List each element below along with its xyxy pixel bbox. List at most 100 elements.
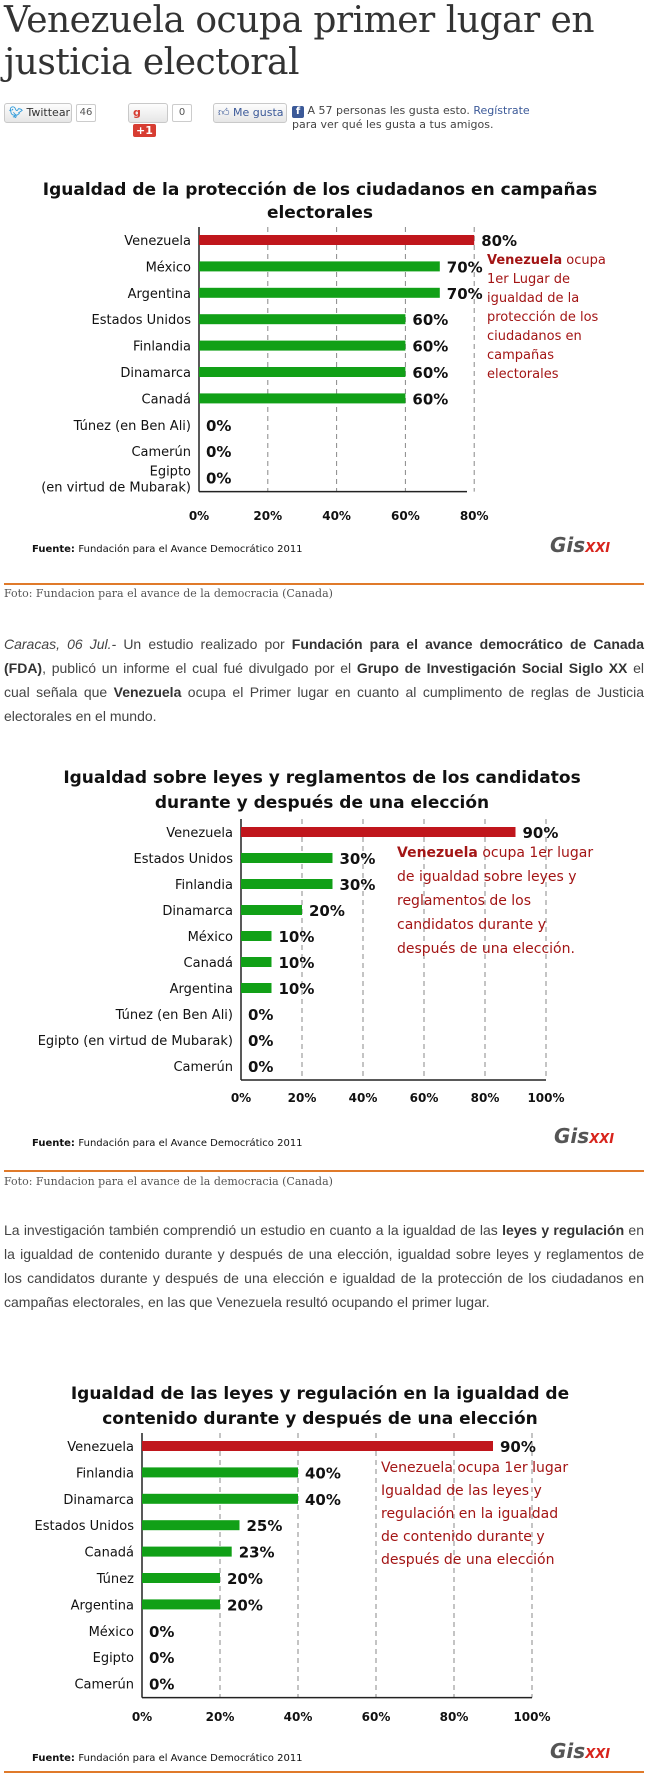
fb-register-link[interactable]: Regístrate <box>473 104 530 117</box>
bar <box>199 261 440 272</box>
bar <box>241 957 272 967</box>
bold-span: Grupo de Investigación Social Siglo XX <box>356 660 628 676</box>
value-label: 90% <box>500 1438 536 1456</box>
annotation-rest: ocupa 1er lugar <box>478 845 593 861</box>
x-tick-label: 0% <box>132 1710 152 1724</box>
bar <box>199 340 406 351</box>
category-label: Argentina <box>71 1598 134 1613</box>
source-label: Fuente: <box>32 1138 78 1149</box>
x-tick-label: 60% <box>391 509 420 523</box>
chart-3: Igualdad de las leyes y regulación en la… <box>0 1370 654 1768</box>
bar <box>241 931 272 941</box>
annotation-rest: ocupa <box>562 253 606 268</box>
source-label: Fuente: <box>32 1753 78 1764</box>
value-label: 30% <box>340 876 376 894</box>
annotation-text: campañas <box>487 348 554 363</box>
tweet-button-label: Twittear <box>26 106 71 119</box>
photo-caption: Foto: Fundacion para el avance de la dem… <box>4 1175 333 1188</box>
value-label: 0% <box>206 470 231 488</box>
category-label: Túnez <box>96 1572 134 1587</box>
source-text: Fundación para el Avance Democrático 201… <box>78 1752 302 1764</box>
category-label: Túnez (en Ben Ali) <box>73 419 191 434</box>
category-label: México <box>89 1625 134 1640</box>
logo-gis: Gis <box>550 533 585 557</box>
category-label: Finlandia <box>133 340 191 355</box>
x-tick-label: 100% <box>527 1091 564 1105</box>
value-label: 20% <box>309 902 345 920</box>
text-span: en la igualdad de contenido durante y de… <box>4 1222 644 1310</box>
bar <box>142 1520 240 1531</box>
chart-title: contenido durante y después de una elecc… <box>102 1409 538 1429</box>
category-label: Estados Unidos <box>91 313 191 328</box>
category-label: Venezuela <box>166 826 233 841</box>
article-paragraph: La investigación también comprendió un e… <box>4 1218 644 1314</box>
annotation-text: reglamentos de los <box>397 893 531 909</box>
annotation-text: de contenido durante y <box>381 1529 545 1545</box>
annotation-text: electorales <box>487 367 559 382</box>
x-tick-label: 80% <box>440 1710 469 1724</box>
category-label: México <box>146 260 191 275</box>
category-label: Canadá <box>142 392 191 407</box>
source-text: Fundación para el Avance Democrático 201… <box>78 543 302 555</box>
bar <box>241 827 516 837</box>
tweet-button[interactable]: 🐦︎ Twittear <box>4 103 72 123</box>
source-label: Fuente: <box>32 544 78 555</box>
twitter-bird-icon: 🐦︎ <box>9 106 23 119</box>
x-tick-label: 20% <box>288 1091 317 1105</box>
category-label: Camerún <box>131 445 191 460</box>
bar <box>199 393 406 404</box>
value-label: 10% <box>279 954 315 972</box>
value-label: 0% <box>149 1676 174 1694</box>
article-paragraph: Caracas, 06 Jul.- Un estudio realizado p… <box>4 632 644 728</box>
category-label: (en virtud de Mubarak) <box>41 481 191 496</box>
x-tick-label: 40% <box>349 1091 378 1105</box>
chart-source: Fuente: Fundación para el Avance Democrá… <box>32 1137 303 1149</box>
category-label: Egipto <box>93 1651 134 1666</box>
logo-xxi: XXI <box>584 541 610 556</box>
gisxxi-logo: GisXXI <box>550 533 610 557</box>
value-label: 30% <box>340 850 376 868</box>
value-label: 0% <box>248 1058 273 1076</box>
section-divider <box>4 583 644 585</box>
gplus-button[interactable]: g +1 <box>128 103 168 137</box>
value-label: 40% <box>305 1464 341 1482</box>
x-tick-label: 80% <box>460 509 489 523</box>
chart-source: Fuente: Fundación para el Avance Democrá… <box>32 543 303 555</box>
value-label: 80% <box>481 232 517 250</box>
gplus-count: 0 <box>172 104 192 122</box>
annotation-text: Venezuela ocupa 1er lugar <box>381 1460 568 1476</box>
value-label: 0% <box>248 1032 273 1050</box>
fb-like-button[interactable]: 👍︎ Me gusta <box>213 103 287 123</box>
dateline: Caracas, 06 Jul.- <box>4 636 117 652</box>
category-label: Camerún <box>173 1060 233 1075</box>
bar <box>241 853 333 863</box>
text-span: ocupa el Primer lugar en cuanto al cumpl… <box>4 684 644 724</box>
annotation-text: después de una elección. <box>397 941 575 957</box>
category-label: Argentina <box>170 982 233 997</box>
value-label: 60% <box>412 364 448 382</box>
bar <box>241 905 302 915</box>
section-divider <box>4 1771 644 1773</box>
bar <box>142 1467 298 1478</box>
gplus-icon: g <box>133 106 141 119</box>
gisxxi-logo: GisXXI <box>554 1124 614 1148</box>
chart-source: Fuente: Fundación para el Avance Democrá… <box>32 1752 303 1764</box>
annotation-text: 1er Lugar de <box>487 272 570 287</box>
category-label: Venezuela <box>124 234 191 249</box>
value-label: 0% <box>206 417 231 435</box>
photo-caption: Foto: Fundacion para el avance de la dem… <box>4 587 333 600</box>
text-span: el cual señala que <box>4 660 645 700</box>
annotation-rest: Venezuela ocupa 1er lugar <box>381 1460 568 1476</box>
category-label: Camerún <box>74 1678 134 1693</box>
value-label: 20% <box>227 1596 263 1614</box>
category-label: México <box>188 930 233 945</box>
bar <box>199 314 406 325</box>
chart-title: Igualdad de las leyes y regulación en la… <box>71 1384 569 1404</box>
annotation-bold: Venezuela <box>487 253 562 268</box>
value-label: 60% <box>412 338 448 356</box>
value-label: 23% <box>239 1544 275 1562</box>
gplus-button-label: +1 <box>133 124 156 137</box>
annotation-text: protección de los <box>487 310 599 325</box>
bar <box>142 1599 220 1610</box>
value-label: 60% <box>412 311 448 329</box>
